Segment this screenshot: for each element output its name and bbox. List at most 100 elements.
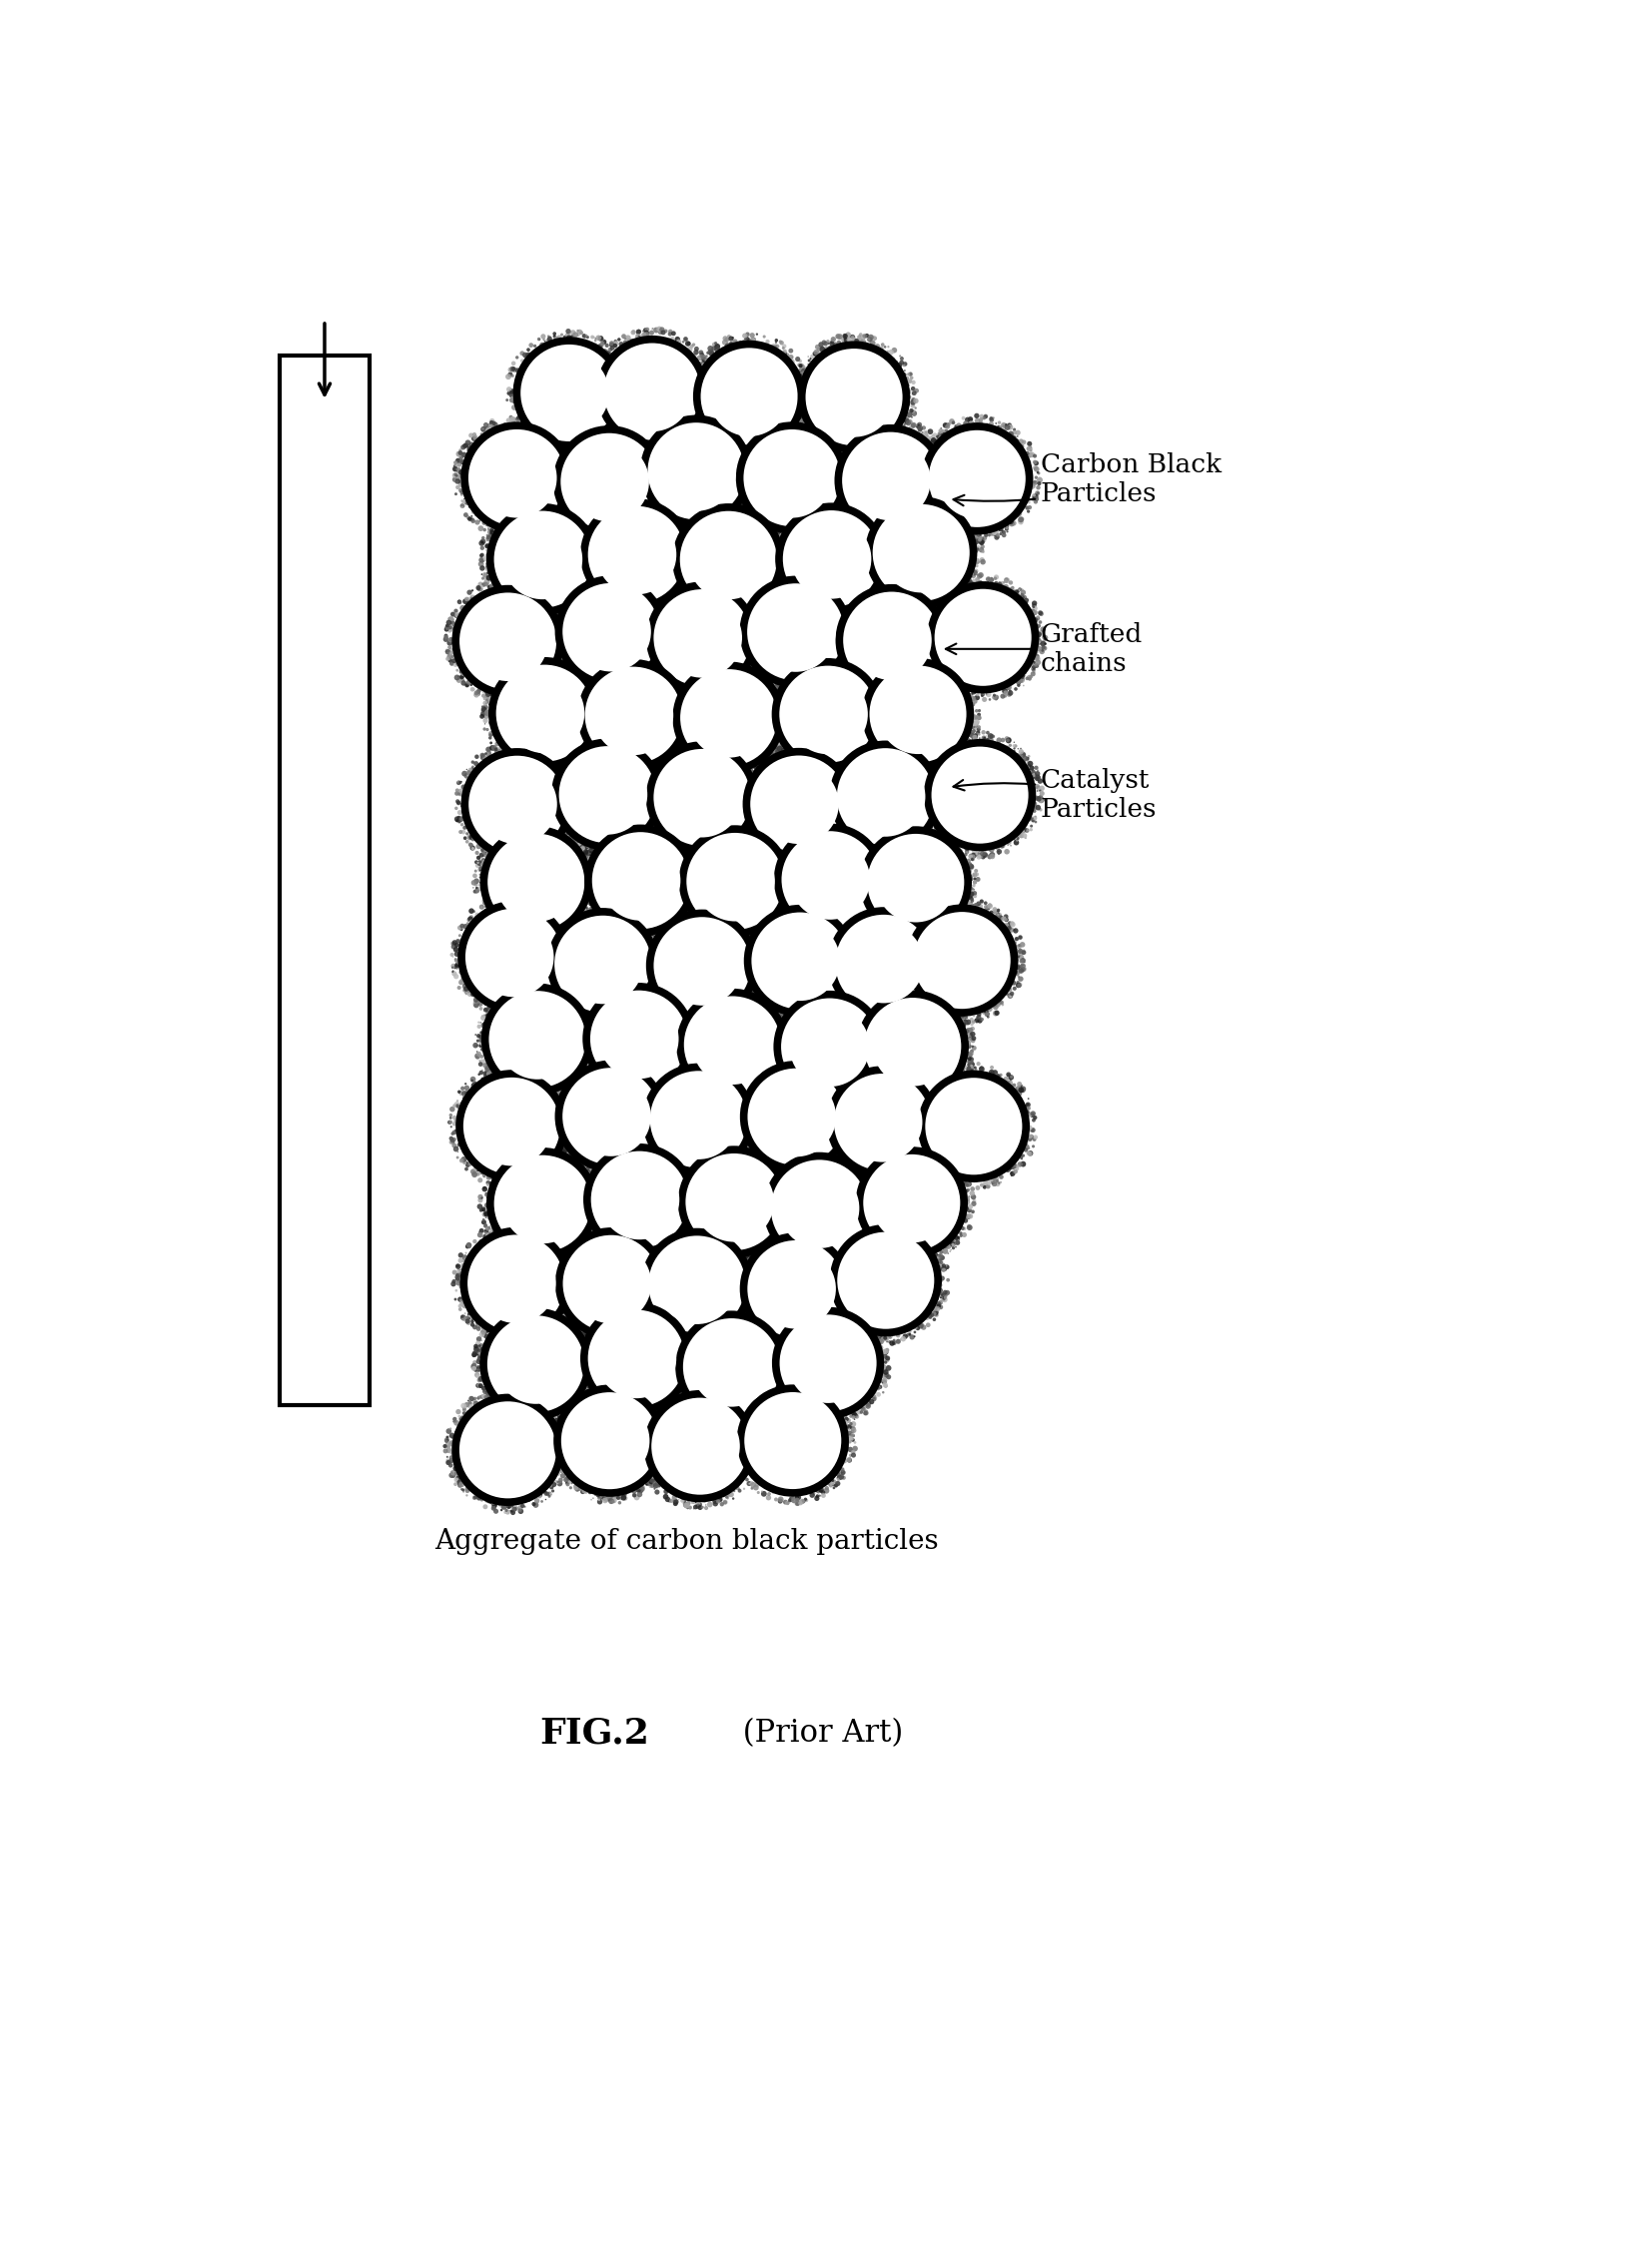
Point xyxy=(463,676,489,712)
Point xyxy=(839,748,866,785)
Point xyxy=(754,1139,780,1175)
Point xyxy=(617,1211,644,1247)
Point xyxy=(856,515,882,551)
Point xyxy=(565,1306,591,1343)
Point xyxy=(573,569,599,606)
Point xyxy=(435,1413,461,1449)
Point xyxy=(732,987,759,1023)
Point xyxy=(700,331,726,367)
Point xyxy=(739,762,765,798)
Point xyxy=(890,347,917,383)
Point xyxy=(502,1070,528,1107)
Point xyxy=(751,1399,777,1436)
Point xyxy=(729,1408,756,1445)
Point xyxy=(815,467,841,503)
Point xyxy=(759,989,785,1025)
Point xyxy=(775,655,802,692)
Point xyxy=(537,415,563,451)
Point xyxy=(639,490,665,526)
Point xyxy=(451,1388,477,1424)
Point xyxy=(848,324,874,361)
Point xyxy=(663,714,690,751)
Point xyxy=(757,737,783,773)
Point xyxy=(861,1173,887,1209)
Point xyxy=(915,637,942,674)
Point xyxy=(612,1238,639,1275)
Point xyxy=(505,1236,532,1272)
Point xyxy=(1019,787,1045,823)
Point xyxy=(854,585,881,621)
Point xyxy=(680,1043,706,1080)
Point xyxy=(602,1234,629,1270)
Point xyxy=(698,367,724,404)
Point xyxy=(960,680,986,717)
Point xyxy=(858,1070,884,1107)
Point xyxy=(652,1250,678,1286)
Point xyxy=(589,646,616,683)
Point xyxy=(818,758,844,794)
Point xyxy=(469,411,495,447)
Point xyxy=(943,562,969,599)
Point xyxy=(673,730,700,767)
Point xyxy=(650,581,677,617)
Point xyxy=(663,1336,690,1372)
Point xyxy=(808,594,835,631)
Point xyxy=(479,667,505,703)
Point xyxy=(734,1243,760,1279)
Point xyxy=(609,642,635,678)
Point xyxy=(607,644,634,680)
Point xyxy=(920,971,946,1007)
Point xyxy=(467,1218,494,1254)
Point xyxy=(787,816,813,853)
Point xyxy=(616,1157,642,1193)
Point xyxy=(621,755,647,792)
Point xyxy=(1012,483,1039,519)
Point xyxy=(780,404,807,440)
Point xyxy=(716,431,742,467)
Point xyxy=(800,345,826,381)
Point xyxy=(657,431,683,467)
Point xyxy=(647,914,673,950)
Point xyxy=(545,1395,571,1431)
Point xyxy=(790,980,816,1016)
Point xyxy=(438,601,464,637)
Point xyxy=(762,721,788,758)
Point xyxy=(909,1057,935,1093)
Point xyxy=(950,1216,976,1252)
Point xyxy=(482,581,509,617)
Point xyxy=(668,1381,695,1418)
Point xyxy=(635,624,662,660)
Point xyxy=(553,771,579,807)
Point xyxy=(849,726,876,762)
Point xyxy=(933,665,960,701)
Point xyxy=(630,1075,657,1111)
Point xyxy=(856,583,882,619)
Point xyxy=(1022,628,1049,665)
Point xyxy=(869,984,895,1021)
Point xyxy=(904,1145,930,1182)
Point xyxy=(859,1209,886,1245)
Point xyxy=(463,746,489,782)
Point xyxy=(993,569,1019,606)
Point xyxy=(782,674,808,710)
Point xyxy=(849,887,876,923)
Point xyxy=(542,599,568,635)
Point xyxy=(895,998,922,1034)
Point xyxy=(803,1043,830,1080)
Point xyxy=(453,1243,479,1279)
Point xyxy=(647,796,673,832)
Point xyxy=(668,572,695,608)
Point xyxy=(886,885,912,921)
Point xyxy=(732,587,759,624)
Point xyxy=(843,1107,869,1143)
Point xyxy=(602,324,629,361)
Point xyxy=(751,1050,777,1086)
Point xyxy=(616,665,642,701)
Point xyxy=(854,415,881,451)
Point xyxy=(525,483,551,519)
Point xyxy=(843,880,869,916)
Point xyxy=(677,1490,703,1526)
Point xyxy=(1024,773,1050,810)
Point xyxy=(742,1413,769,1449)
Point xyxy=(546,635,573,671)
